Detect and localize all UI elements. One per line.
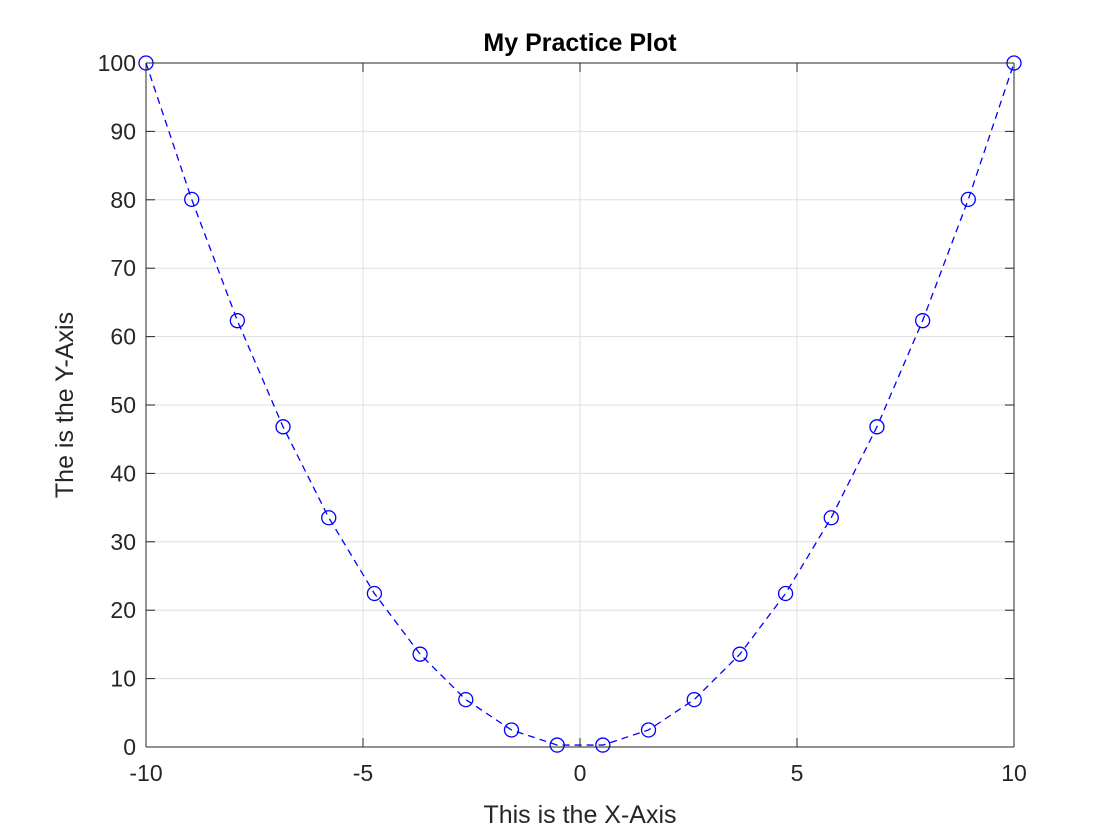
data-point-marker: [275, 419, 291, 435]
y-tick-label: 100: [98, 50, 136, 76]
data-point-marker: [229, 313, 246, 329]
data-point-marker: [412, 646, 428, 662]
x-axis-label: This is the X-Axis: [483, 801, 676, 829]
y-tick-label: 60: [110, 324, 136, 350]
y-tick-label: 20: [110, 597, 136, 623]
data-point-marker: [549, 737, 565, 753]
y-tick-label: 0: [123, 734, 136, 760]
y-axis-label: The is the Y-Axis: [51, 312, 79, 498]
data-point-marker: [366, 585, 383, 602]
y-tick-label: 30: [110, 529, 136, 555]
data-point-marker: [321, 510, 337, 526]
data-point-marker: [640, 722, 657, 738]
x-tick-label: -5: [353, 760, 373, 786]
y-tick-label: 80: [110, 187, 136, 213]
x-tick-label: 5: [791, 760, 804, 786]
data-point-marker: [184, 191, 200, 208]
data-point-marker: [686, 691, 702, 708]
data-point-marker: [595, 737, 611, 753]
data-point-marker: [914, 313, 931, 329]
chart-title: My Practice Plot: [483, 29, 677, 57]
data-point-marker: [869, 419, 885, 435]
y-tick-label: 70: [110, 255, 136, 281]
x-tick-label: -10: [129, 760, 162, 786]
y-tick-label: 50: [110, 392, 136, 418]
y-tick-label: 40: [110, 460, 136, 486]
x-tick-label: 10: [1001, 760, 1027, 786]
data-point-marker: [960, 191, 976, 208]
data-point-marker: [732, 646, 748, 662]
data-point-marker: [823, 510, 839, 526]
axes: [145, 62, 1015, 748]
y-tick-label: 90: [110, 118, 136, 144]
data-point-marker: [458, 691, 474, 708]
x-tick-label: 0: [574, 760, 587, 786]
y-tick-label: 10: [110, 666, 136, 692]
data-point-marker: [777, 585, 794, 602]
data-point-marker: [503, 722, 520, 738]
